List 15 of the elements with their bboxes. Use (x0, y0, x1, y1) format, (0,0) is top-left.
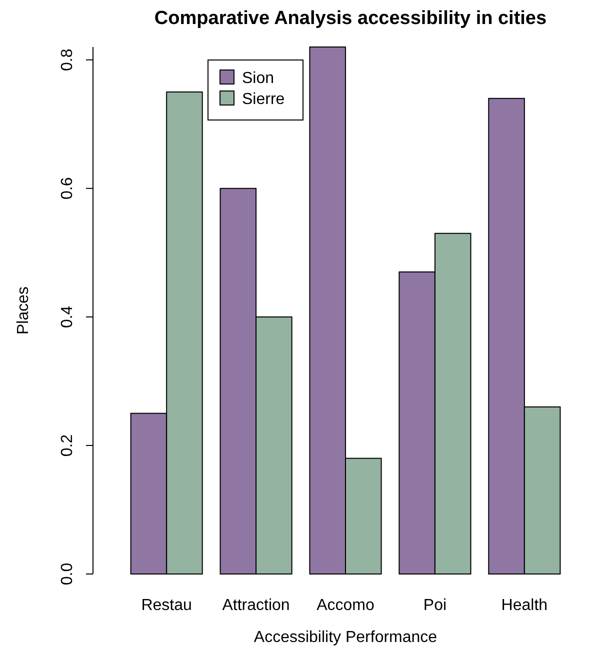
x-tick-label: Restau (141, 597, 192, 614)
x-tick-label: Poi (423, 597, 447, 614)
y-axis-title: Places (15, 286, 32, 335)
y-tick-label: 0.6 (59, 177, 76, 200)
y-tick-label: 0.8 (59, 48, 76, 71)
legend-label: Sierre (242, 91, 285, 108)
x-tick-label: Accomo (316, 597, 374, 614)
x-tick-label: Health (501, 597, 548, 614)
chart-title: Comparative Analysis accessibility in cities (154, 8, 547, 29)
y-tick-label: 0.0 (59, 562, 76, 586)
x-axis-title: Accessibility Performance (254, 629, 438, 646)
y-tick-label: 0.2 (59, 434, 76, 457)
legend-label: Sion (242, 70, 274, 87)
x-tick-label: Attraction (222, 597, 290, 614)
y-tick-label: 0.4 (59, 306, 76, 328)
